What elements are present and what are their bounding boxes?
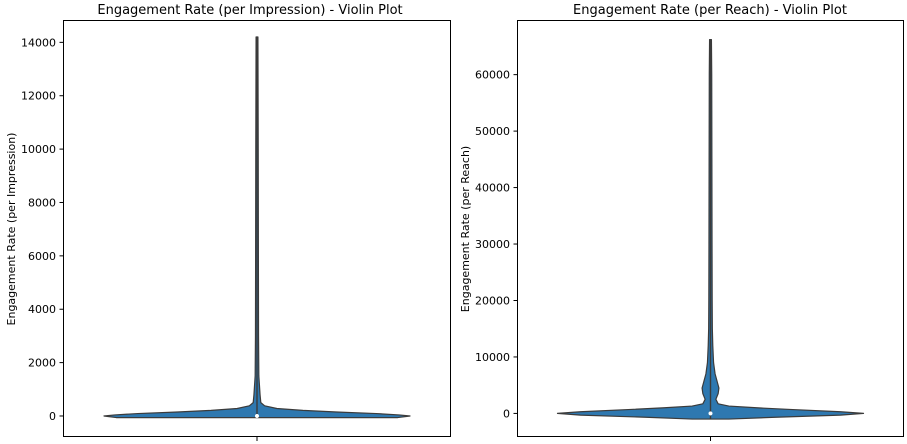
y-tick-label: 8000 — [28, 196, 56, 209]
chart-2: Engagement Rate (per Reach) - Violin Plo… — [459, 3, 904, 441]
chart-1-title: Engagement Rate (per Impression) - Violi… — [97, 3, 402, 18]
chart-1-y-ticks: 0 2000 4000 6000 8000 10000 12000 14000 — [21, 36, 64, 423]
y-tick-label: 2000 — [28, 357, 56, 370]
chart-2-ylabel: Engagement Rate (per Reach) — [459, 146, 472, 312]
chart-1-ylabel: Engagement Rate (per Impression) — [5, 133, 18, 326]
y-tick-label: 0 — [503, 407, 510, 420]
y-tick-label: 6000 — [28, 250, 56, 263]
y-tick-label: 4000 — [28, 303, 56, 316]
y-tick-label: 40000 — [475, 182, 510, 195]
y-tick-label: 30000 — [475, 238, 510, 251]
chart-1-plot-area — [103, 36, 411, 419]
chart-1: Engagement Rate (per Impression) - Violi… — [5, 3, 451, 441]
y-tick-label: 50000 — [475, 125, 510, 138]
violin-median-point — [708, 411, 713, 416]
violin-median-point — [254, 413, 260, 419]
y-tick-label: 10000 — [475, 351, 510, 364]
chart-2-plot-area — [556, 39, 865, 420]
chart-2-title: Engagement Rate (per Reach) - Violin Plo… — [573, 3, 847, 18]
y-tick-label: 10000 — [21, 143, 56, 156]
y-tick-label: 20000 — [475, 294, 510, 307]
chart-2-y-ticks: 0 10000 20000 30000 40000 50000 60000 — [475, 69, 518, 420]
y-tick-label: 60000 — [475, 69, 510, 82]
y-tick-label: 14000 — [21, 36, 56, 49]
y-tick-label: 12000 — [21, 90, 56, 103]
y-tick-label: 0 — [49, 410, 56, 423]
